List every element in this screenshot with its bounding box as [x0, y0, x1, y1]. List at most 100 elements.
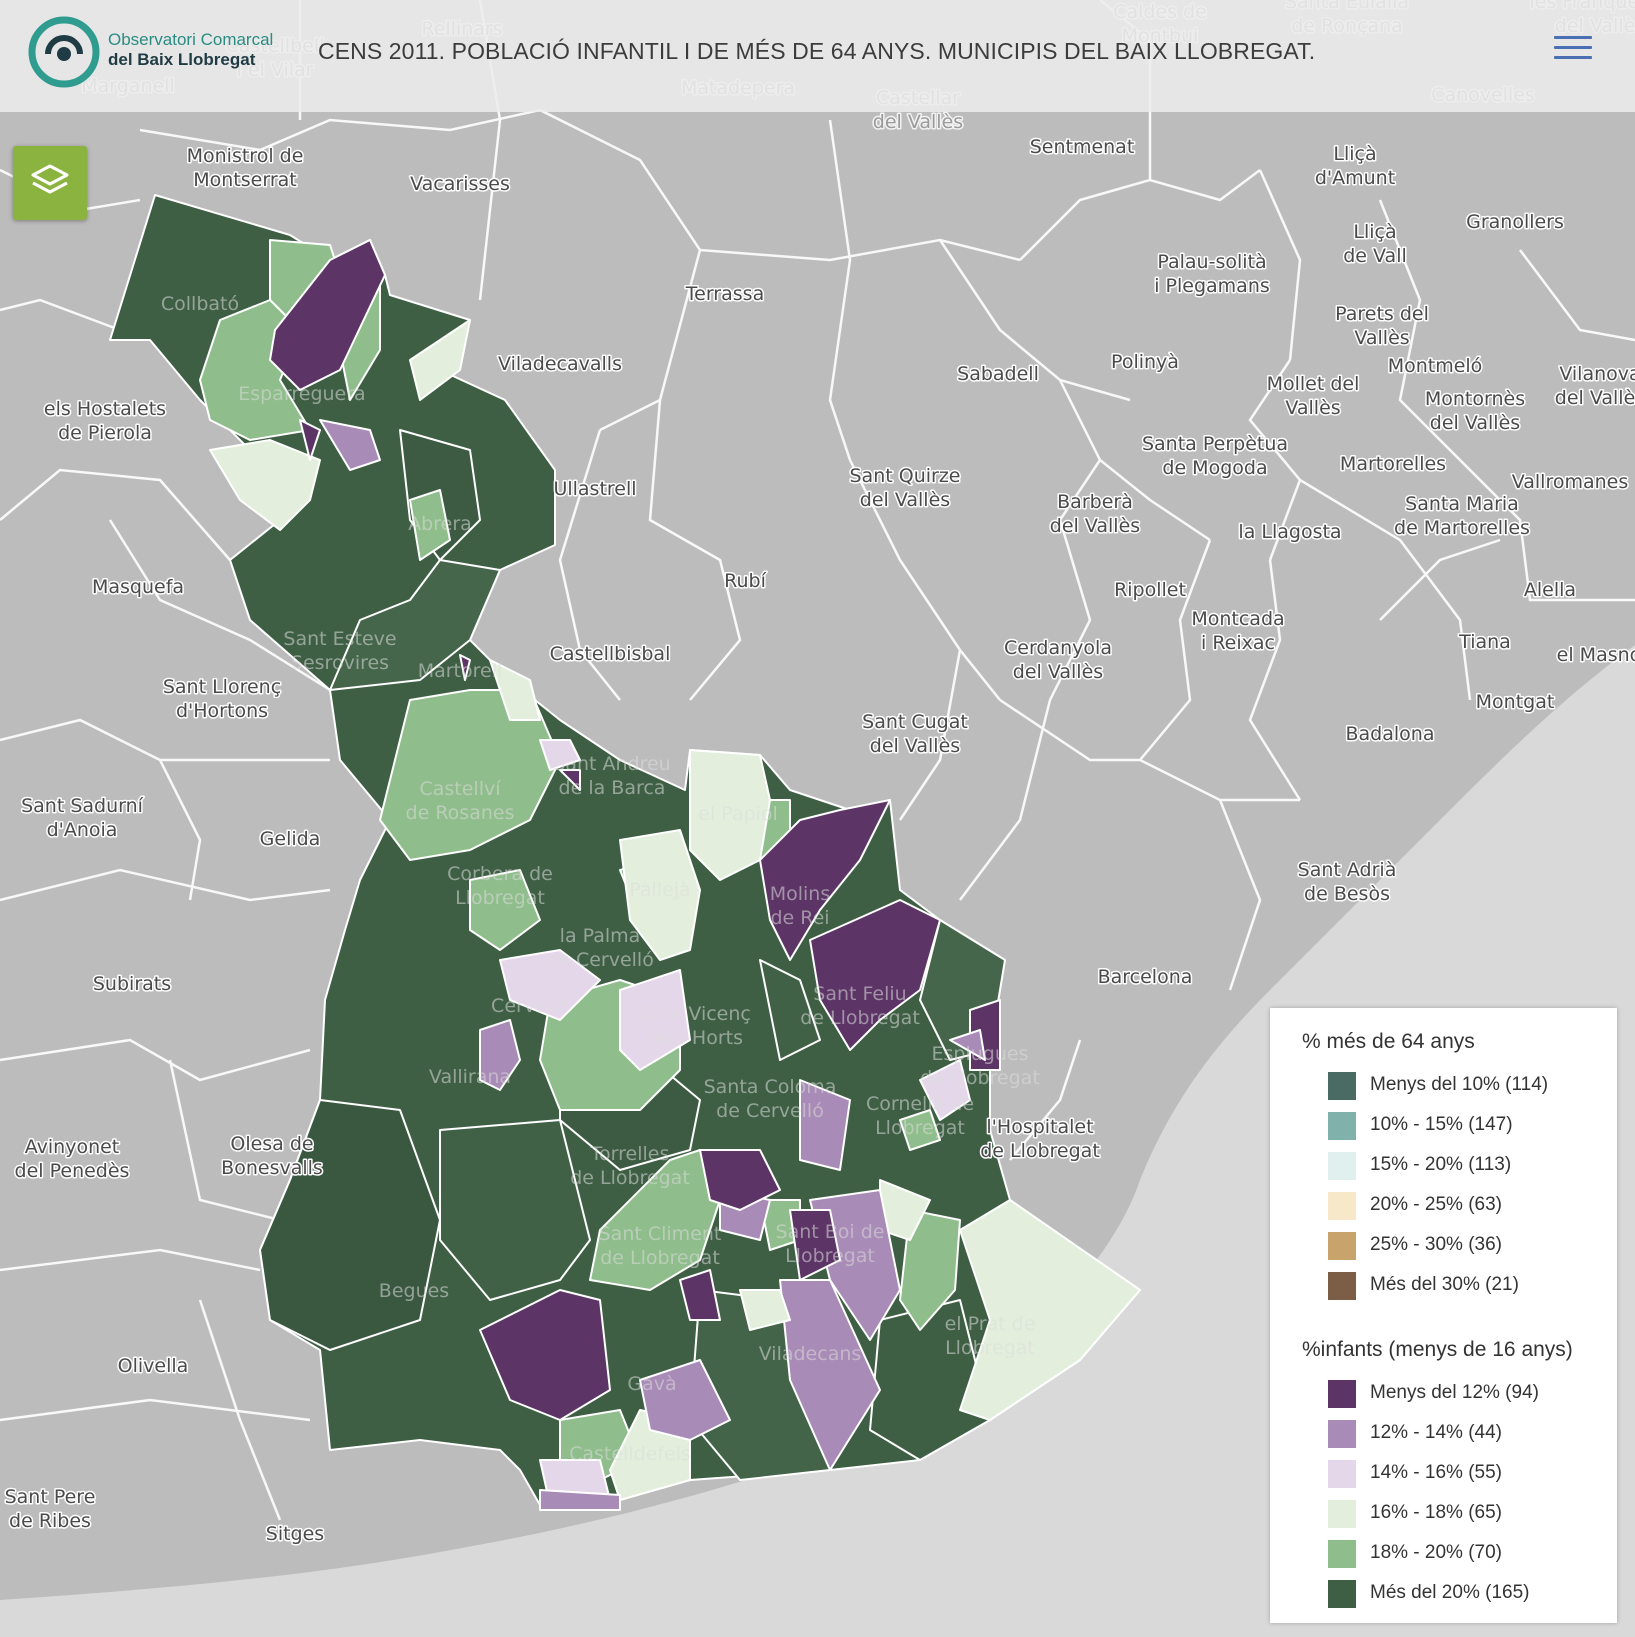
header-bar: Observatori Comarcal del Baix Llobregat … [0, 0, 1635, 112]
logo-line1: Observatori Comarcal [108, 30, 274, 49]
legend-swatch [1328, 1580, 1356, 1608]
legend-swatch [1328, 1072, 1356, 1100]
municipality-label: Santa Maria de Martorelles [1394, 493, 1530, 539]
inside-municipality-labels: Collbató Esparreguera Sant Esteve Sesrovire… [161, 293, 1040, 1465]
municipality-label: el Masnou [1557, 644, 1635, 666]
legend-title-children: %infants (menys de 16 anys) [1302, 1338, 1573, 1361]
legend-swatch [1328, 1460, 1356, 1488]
legend-label: 18% - 20% (70) [1370, 1542, 1503, 1563]
legend-swatch [1328, 1380, 1356, 1408]
municipality-label: Castellbisbal [550, 643, 671, 665]
map-legend: % més de 64 anys Menys del 10% (114) 10% … [1270, 1008, 1617, 1623]
municipality-label: Olivella [118, 1355, 189, 1377]
municipality-label: Sant Feliu de Llobregat [800, 983, 920, 1029]
municipality-label: Pallejà [629, 879, 690, 901]
hamburger-menu-icon[interactable] [1554, 36, 1592, 64]
municipality-label: Gelida [260, 828, 321, 850]
page-title: CENS 2011. POBLACIÓ INFANTIL I DE MÉS DE… [318, 38, 1316, 64]
municipality-label: Sant Adrià de Besòs [1298, 859, 1397, 905]
layers-button[interactable] [13, 146, 87, 220]
municipality-label: Rubí [724, 570, 766, 592]
municipality-label: Sabadell [957, 363, 1039, 385]
municipality-label: la Llagosta [1238, 521, 1341, 543]
municipality-label: Ullastrell [553, 478, 636, 500]
municipality-label: Esplugues de Llobregat [920, 1043, 1040, 1089]
legend-swatch [1328, 1112, 1356, 1140]
municipality-label: Parets del Vallès [1335, 303, 1429, 349]
municipality-label: Sentmenat [1030, 136, 1135, 158]
municipality-label: Palau-solità i Plegamans [1154, 251, 1270, 297]
municipality-label: Castellví de Rosanes [406, 778, 515, 824]
municipality-label: Molins de Rei [770, 883, 831, 929]
municipality-label: Lliçà d'Amunt [1315, 143, 1395, 189]
municipality-label: Santa Perpètua de Mogoda [1142, 433, 1288, 479]
legend-label: Més del 20% (165) [1370, 1582, 1530, 1603]
municipality-label: Vallirana [429, 1066, 511, 1088]
legend-label: Menys del 12% (94) [1370, 1382, 1539, 1403]
municipality-label: Sant Boi de Llobregat [776, 1221, 885, 1267]
legend-label: Menys del 10% (114) [1370, 1074, 1549, 1095]
municipality-label: Avinyonet del Penedès [15, 1136, 130, 1182]
legend-label: 15% - 20% (113) [1370, 1154, 1512, 1175]
municipality-label: Badalona [1346, 723, 1435, 745]
municipality-label: Sant Cugat del Vallès [862, 711, 968, 757]
municipality-label: Sant Esteve Sesrovires [283, 628, 396, 674]
municipality-label: Granollers [1466, 211, 1564, 233]
legend-swatch [1328, 1272, 1356, 1300]
legend-label: Més del 30% (21) [1370, 1274, 1519, 1295]
municipality-label: la Palma de Cervelló [546, 925, 654, 971]
municipality-label: Terrassa [685, 283, 764, 305]
municipality-label: Olesa de Bonesvalls [221, 1133, 323, 1179]
legend-title-older: % més de 64 anys [1302, 1030, 1475, 1053]
municipality-label: Vallromanes [1512, 471, 1629, 493]
logo-line2: del Baix Llobregat [108, 50, 256, 69]
municipality-label: Tiana [1458, 631, 1511, 653]
municipal-boundaries [0, 0, 1635, 1521]
legend-label: 25% - 30% (36) [1370, 1234, 1503, 1255]
logo-mark-icon [28, 16, 100, 88]
legend-label: 16% - 18% (65) [1370, 1502, 1503, 1523]
municipality-label: l'Hospitalet de Llobregat [980, 1116, 1100, 1162]
municipality-label: Sant Llorenç d'Hortons [163, 676, 281, 722]
municipality-label: Castelldefels [569, 1443, 691, 1465]
municipality-label: Cornellà de Llobregat [866, 1093, 974, 1139]
municipality-label: Montornès del Vallès [1425, 388, 1525, 434]
municipality-label: Montgat [1476, 691, 1555, 713]
legend-label: 10% - 15% (147) [1370, 1114, 1513, 1135]
municipality-label: Viladecans [759, 1343, 862, 1365]
municipality-label: Sant Pere de Ribes [5, 1486, 96, 1532]
municipality-label: Sant Climent de Llobregat [599, 1223, 722, 1269]
municipality-label: Sant Quirze del Vallès [850, 465, 961, 511]
municipality-label: Montcada i Reixac [1191, 608, 1284, 654]
layers-icon [31, 164, 69, 194]
legend-label: 12% - 14% (44) [1370, 1422, 1503, 1443]
municipality-label: Barcelona [1098, 966, 1193, 988]
municipality-label: Lliçà de Vall [1343, 221, 1407, 267]
municipality-label: Torrelles de Llobregat [570, 1143, 690, 1189]
municipality-label: Ripollet [1114, 579, 1186, 601]
legend-swatch [1328, 1500, 1356, 1528]
municipality-label: Gavà [627, 1373, 676, 1395]
municipality-label: el Papiol [698, 803, 778, 825]
municipality-label: Collbató [161, 293, 239, 315]
municipality-label: Abrera [408, 513, 472, 535]
municipality-label: Cervelló [491, 995, 569, 1017]
municipality-label: Begues [379, 1280, 449, 1302]
municipality-label: Sant Vicenç dels Horts [639, 1003, 751, 1049]
municipality-label: Sitges [266, 1523, 324, 1545]
municipality-label: Esparreguera [238, 383, 365, 405]
municipality-label: Masquefa [92, 576, 184, 598]
municipality-label: Polinyà [1111, 351, 1179, 373]
municipality-label: Monistrol de Montserrat [187, 145, 304, 191]
municipality-label: Cerdanyola del Vallès [1004, 637, 1112, 683]
municipality-label: Mollet del Vallès [1267, 373, 1360, 419]
logo-text: Observatori Comarcal del Baix Llobregat [108, 30, 273, 70]
municipality-label: Vacarisses [410, 173, 510, 195]
legend-swatch [1328, 1232, 1356, 1260]
legend-label: 14% - 16% (55) [1370, 1462, 1503, 1483]
baix-llobregat-region[interactable] [109, 194, 1141, 1511]
legend-swatch [1328, 1152, 1356, 1180]
municipality-label: Sant Sadurní d'Anoia [21, 795, 144, 841]
